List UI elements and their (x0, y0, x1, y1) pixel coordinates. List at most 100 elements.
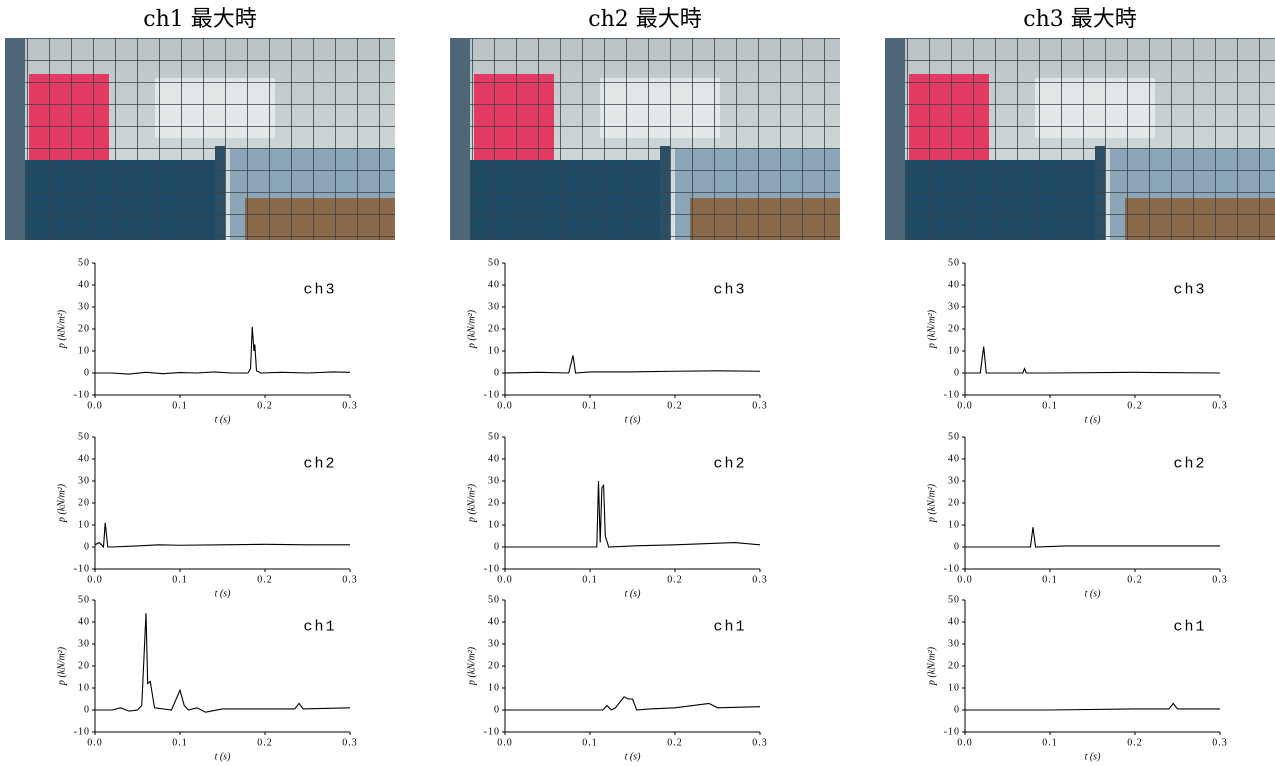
y-tick-label: 10 (488, 682, 500, 693)
y-tick-label: 50 (78, 431, 90, 442)
y-tick-label: 30 (488, 301, 500, 312)
y-axis-label: p (kN/m²) (466, 646, 477, 686)
y-tick-label: -10 (944, 389, 960, 400)
x-tick-label: 0.0 (957, 574, 973, 585)
y-tick-label: 20 (488, 497, 500, 508)
x-tick-label: 0.2 (1127, 400, 1143, 411)
channel-label: ch1 (1173, 618, 1206, 635)
data-line (505, 696, 761, 711)
channel-label: ch3 (1173, 281, 1206, 298)
x-axis-label: t (s) (215, 751, 232, 762)
data-line (965, 527, 1220, 548)
x-tick-label: 0.0 (87, 400, 103, 411)
y-tick-label: 50 (78, 594, 90, 605)
y-tick-label: 40 (78, 616, 90, 627)
y-tick-label: 40 (948, 279, 960, 290)
channel-label: ch2 (1173, 455, 1206, 472)
y-tick-label: 10 (948, 519, 960, 530)
channel-label: ch2 (303, 455, 336, 472)
y-tick-label: 40 (78, 453, 90, 464)
y-axis-label: p (kN/m²) (926, 309, 937, 349)
y-tick-label: -10 (74, 389, 90, 400)
x-tick-label: 0.2 (667, 737, 683, 748)
y-tick-label: 20 (948, 660, 960, 671)
y-tick-label: 20 (78, 323, 90, 334)
photo (5, 38, 395, 240)
y-axis-label: p (kN/m²) (926, 646, 937, 686)
x-axis-label: t (s) (1085, 588, 1102, 599)
photo (885, 38, 1275, 240)
panel-title: ch1 最大時 (143, 7, 256, 32)
channel-label: ch1 (303, 618, 336, 635)
x-tick-label: 0.1 (172, 737, 188, 748)
y-tick-label: 40 (948, 453, 960, 464)
x-tick-label: 0.0 (957, 400, 973, 411)
y-tick-label: 30 (948, 638, 960, 649)
x-tick-label: 0.2 (257, 574, 273, 585)
y-tick-label: 0 (84, 704, 90, 715)
channel-label: ch3 (303, 281, 336, 298)
y-tick-label: -10 (74, 726, 90, 737)
data-line (95, 326, 351, 375)
x-tick-label: 0.3 (342, 400, 358, 411)
y-axis-label: p (kN/m²) (56, 309, 67, 349)
x-axis-label: t (s) (625, 414, 642, 425)
x-tick-label: 0.3 (342, 737, 358, 748)
y-tick-label: 0 (954, 541, 960, 552)
x-tick-label: 0.0 (497, 737, 513, 748)
x-tick-label: 0.2 (667, 400, 683, 411)
x-tick-label: 0.1 (172, 400, 188, 411)
x-tick-label: 0.0 (87, 574, 103, 585)
x-axis-label: t (s) (625, 588, 642, 599)
y-tick-label: 0 (84, 367, 90, 378)
y-tick-label: 30 (948, 475, 960, 486)
x-tick-label: 0.2 (1127, 574, 1143, 585)
y-tick-label: 50 (488, 431, 500, 442)
y-tick-label: 0 (954, 704, 960, 715)
y-tick-label: 20 (78, 497, 90, 508)
y-tick-label: 40 (78, 279, 90, 290)
y-tick-label: 50 (488, 257, 500, 268)
data-line (965, 702, 1220, 711)
y-tick-label: -10 (484, 389, 500, 400)
data-line (505, 480, 761, 548)
y-tick-label: 20 (948, 497, 960, 508)
x-tick-label: 0.1 (172, 574, 188, 585)
y-tick-label: 20 (948, 323, 960, 334)
x-tick-label: 0.1 (1042, 737, 1058, 748)
y-tick-label: 30 (78, 475, 90, 486)
y-axis-label: p (kN/m²) (926, 483, 937, 523)
y-tick-label: -10 (484, 563, 500, 574)
x-axis-label: t (s) (625, 751, 642, 762)
x-tick-label: 0.1 (1042, 400, 1058, 411)
x-tick-label: 0.3 (342, 574, 358, 585)
y-tick-label: 30 (488, 475, 500, 486)
y-tick-label: 50 (488, 594, 500, 605)
y-tick-label: 40 (488, 453, 500, 464)
y-tick-label: 0 (494, 541, 500, 552)
y-axis-label: p (kN/m²) (466, 483, 477, 523)
x-tick-label: 0.0 (87, 737, 103, 748)
y-axis-label: p (kN/m²) (466, 309, 477, 349)
x-axis-label: t (s) (1085, 414, 1102, 425)
y-axis-label: p (kN/m²) (56, 483, 67, 523)
data-line (965, 346, 1221, 374)
x-tick-label: 0.2 (257, 400, 273, 411)
y-tick-label: 20 (78, 660, 90, 671)
y-tick-label: 10 (78, 682, 90, 693)
y-tick-label: 0 (494, 367, 500, 378)
y-tick-label: 40 (948, 616, 960, 627)
y-tick-label: 40 (488, 279, 500, 290)
y-tick-label: 10 (488, 345, 500, 356)
y-tick-label: 10 (948, 345, 960, 356)
x-tick-label: 0.3 (752, 400, 768, 411)
x-tick-label: 0.0 (957, 737, 973, 748)
x-tick-label: 0.3 (752, 574, 768, 585)
x-tick-label: 0.1 (582, 737, 598, 748)
y-tick-label: 20 (488, 660, 500, 671)
y-tick-label: 50 (948, 431, 960, 442)
data-line (94, 522, 350, 549)
y-tick-label: 0 (84, 541, 90, 552)
y-tick-label: 30 (78, 301, 90, 312)
